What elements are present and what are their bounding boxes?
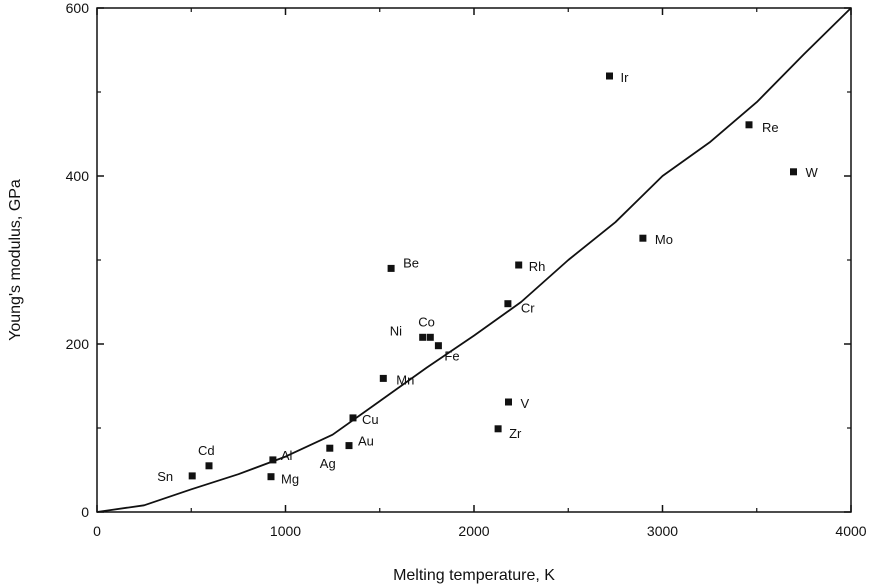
point-label-cr: Cr <box>521 301 535 316</box>
y-axis-label: Young's modulus, GPa <box>7 179 24 341</box>
x-tick-label: 1000 <box>270 523 301 539</box>
point-label-al: Al <box>281 448 293 463</box>
data-point-re <box>745 121 753 129</box>
point-label-mo: Mo <box>655 232 673 247</box>
x-tick-label: 4000 <box>835 523 866 539</box>
data-point-cu <box>349 414 357 422</box>
point-label-be: Be <box>403 255 419 270</box>
point-label-ir: Ir <box>621 70 630 85</box>
data-point-w <box>790 168 797 176</box>
plot-frame <box>96 7 852 513</box>
data-point-ni <box>419 333 427 341</box>
data-point-fe <box>434 342 442 350</box>
data-point-cd <box>205 462 213 470</box>
data-point-co <box>426 333 434 341</box>
point-label-w: W <box>806 165 819 180</box>
x-axis-label: Melting temperature, K <box>393 567 555 584</box>
point-label-au: Au <box>358 434 374 449</box>
data-point-ir <box>606 72 613 80</box>
data-point-v <box>505 398 512 406</box>
y-tick-label: 200 <box>66 336 90 352</box>
data-point-rh <box>515 261 523 269</box>
data-point-au <box>345 442 353 450</box>
point-label-cu: Cu <box>362 412 379 427</box>
point-label-mg: Mg <box>281 472 299 487</box>
data-point-mo <box>639 234 647 242</box>
x-tick-label: 0 <box>93 523 101 539</box>
data-point-be <box>387 264 395 272</box>
point-label-mn: Mn <box>396 372 414 387</box>
point-label-zr: Zr <box>509 426 522 441</box>
point-label-ag: Ag <box>320 456 336 471</box>
y-tick-label: 0 <box>81 504 89 520</box>
data-point-ag <box>326 444 334 452</box>
point-label-re: Re <box>762 120 779 135</box>
data-point-mn <box>379 374 387 382</box>
point-label-rh: Rh <box>529 259 546 274</box>
point-label-co: Co <box>418 314 435 329</box>
point-label-ni: Ni <box>390 323 402 338</box>
data-point-mg <box>267 473 275 481</box>
y-tick-label: 400 <box>66 168 90 184</box>
x-tick-label: 2000 <box>458 523 489 539</box>
y-tick-label: 600 <box>66 0 90 16</box>
data-point-zr <box>494 425 502 433</box>
point-label-fe: Fe <box>444 349 459 364</box>
trend-curve <box>96 7 852 513</box>
data-point-cr <box>504 300 512 308</box>
point-label-v: V <box>521 396 530 411</box>
point-label-sn: Sn <box>157 469 173 484</box>
point-label-cd: Cd <box>198 443 215 458</box>
data-point-al <box>269 456 277 464</box>
x-tick-label: 3000 <box>647 523 678 539</box>
data-point-sn <box>188 472 196 480</box>
